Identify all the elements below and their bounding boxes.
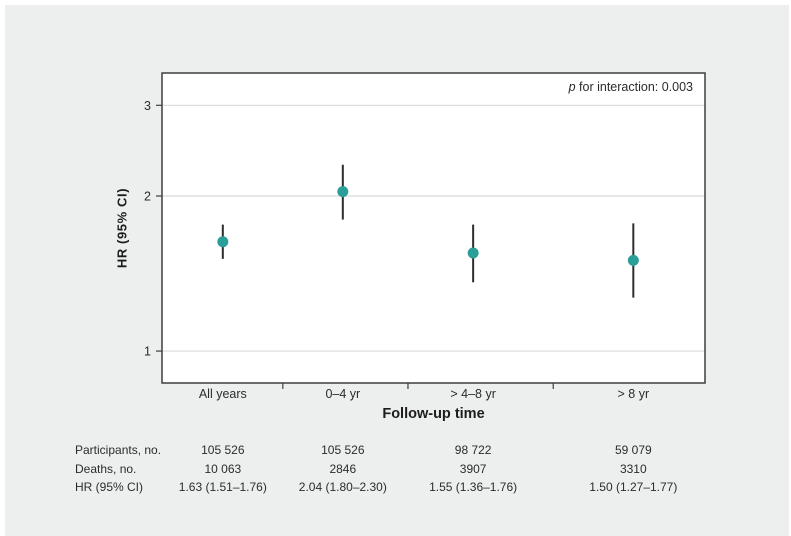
table-cell: 59 079 bbox=[614, 443, 652, 457]
p-interaction-text: for interaction: 0.003 bbox=[575, 80, 693, 94]
x-category-label: > 8 yr bbox=[617, 387, 650, 401]
hr-point bbox=[217, 236, 229, 248]
y-axis-title: HR (95% CI) bbox=[114, 187, 130, 269]
table-row-label: Participants, no. bbox=[75, 443, 162, 457]
table-cell: 1.63 (1.51–1.76) bbox=[178, 480, 267, 494]
table-cell: 2.04 (1.80–2.30) bbox=[298, 480, 387, 494]
table-cell: 3310 bbox=[619, 461, 647, 476]
hr-point bbox=[337, 186, 349, 198]
hr-point bbox=[467, 247, 479, 259]
x-category-label: All years bbox=[198, 387, 247, 401]
table-cell: 105 526 bbox=[321, 443, 365, 457]
y-tick-label: 2 bbox=[144, 190, 151, 204]
y-tick-label: 3 bbox=[144, 99, 151, 113]
x-category-label: > 4–8 yr bbox=[450, 387, 496, 401]
hr-forest-chart: 1 2 3 bbox=[144, 72, 706, 389]
p-symbol: p bbox=[568, 80, 576, 94]
table-cell: 105 526 bbox=[201, 443, 245, 457]
x-axis-title: Follow-up time bbox=[382, 406, 485, 422]
y-tick-label: 1 bbox=[144, 345, 151, 359]
table-row-label: Deaths, no. bbox=[75, 461, 137, 476]
table-cell: 2846 bbox=[329, 461, 357, 476]
table-cell: 10 063 bbox=[204, 461, 242, 476]
table-cell: 1.50 (1.27–1.77) bbox=[589, 480, 678, 494]
hr-point bbox=[627, 254, 639, 266]
p-interaction-annotation: p for interaction: 0.003 bbox=[162, 80, 693, 94]
table-row-label: HR (95% CI) bbox=[75, 480, 144, 494]
plot-border bbox=[161, 72, 706, 384]
x-category-label: 0–4 yr bbox=[325, 387, 361, 401]
table-cell: 3907 bbox=[459, 461, 487, 476]
plot-area bbox=[162, 73, 705, 383]
table-cell: 1.55 (1.36–1.76) bbox=[429, 480, 518, 494]
table-cell: 98 722 bbox=[454, 443, 492, 457]
